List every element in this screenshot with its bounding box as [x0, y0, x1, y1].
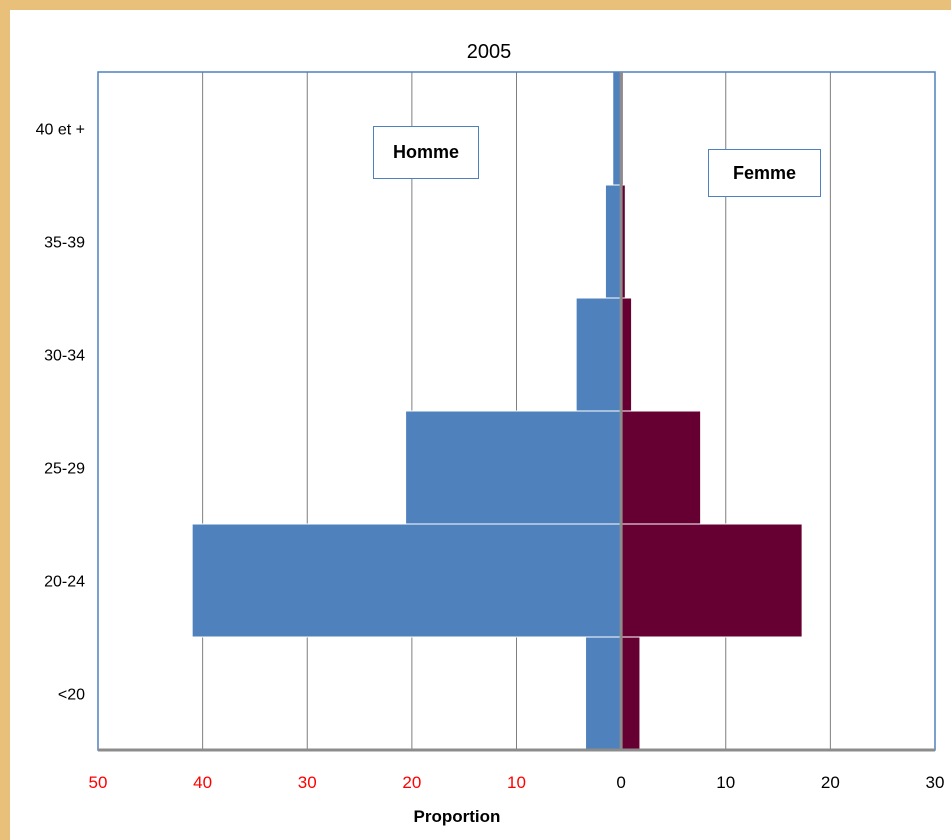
population-pyramid-chart: 2005 <20 20-24 25-29 30-34 35-39 40 et + 50 40…: [36, 41, 945, 826]
y-tick-label-4: 35-39: [44, 235, 85, 252]
legend-femme: Femme: [708, 149, 821, 197]
y-tick-label-1: 20-24: [44, 574, 85, 591]
y-tick-label-3: 30-34: [44, 348, 85, 365]
y-tick-label-2: 25-29: [44, 461, 85, 478]
bar-femme-1: [620, 523, 803, 638]
y-tick-label-0: <20: [58, 687, 85, 704]
x-tick-label-1: 40: [193, 773, 212, 792]
chart-title: 2005: [467, 41, 512, 63]
bars: [191, 71, 803, 751]
x-tick-label-5: 0: [616, 773, 625, 792]
bar-femme-0: [620, 636, 641, 751]
x-tick-label-0: 50: [89, 773, 108, 792]
legend-homme: Homme: [373, 126, 479, 179]
x-tick-label-3: 20: [402, 773, 421, 792]
x-tick-labels: 50 40 30 20 10 0 10 20 30: [89, 773, 945, 792]
y-tick-labels: <20 20-24 25-29 30-34 35-39 40 et +: [36, 122, 85, 704]
bar-femme-2: [620, 410, 702, 525]
x-tick-label-7: 20: [821, 773, 840, 792]
bar-homme-4: [604, 184, 622, 299]
chart-frame: 2005 <20 20-24 25-29 30-34 35-39 40 et + 50 40…: [10, 10, 951, 840]
x-axis-label: Proportion: [414, 807, 501, 826]
x-tick-label-2: 30: [298, 773, 317, 792]
bar-homme-0: [585, 636, 622, 751]
bar-homme-1: [191, 523, 622, 638]
x-tick-label-4: 10: [507, 773, 526, 792]
y-tick-label-5: 40 et +: [36, 122, 85, 139]
axes: [97, 71, 936, 752]
x-tick-label-8: 30: [926, 773, 945, 792]
bar-homme-3: [575, 297, 622, 412]
x-tick-label-6: 10: [716, 773, 735, 792]
bar-femme-3: [620, 297, 633, 412]
bar-homme-2: [405, 410, 622, 525]
